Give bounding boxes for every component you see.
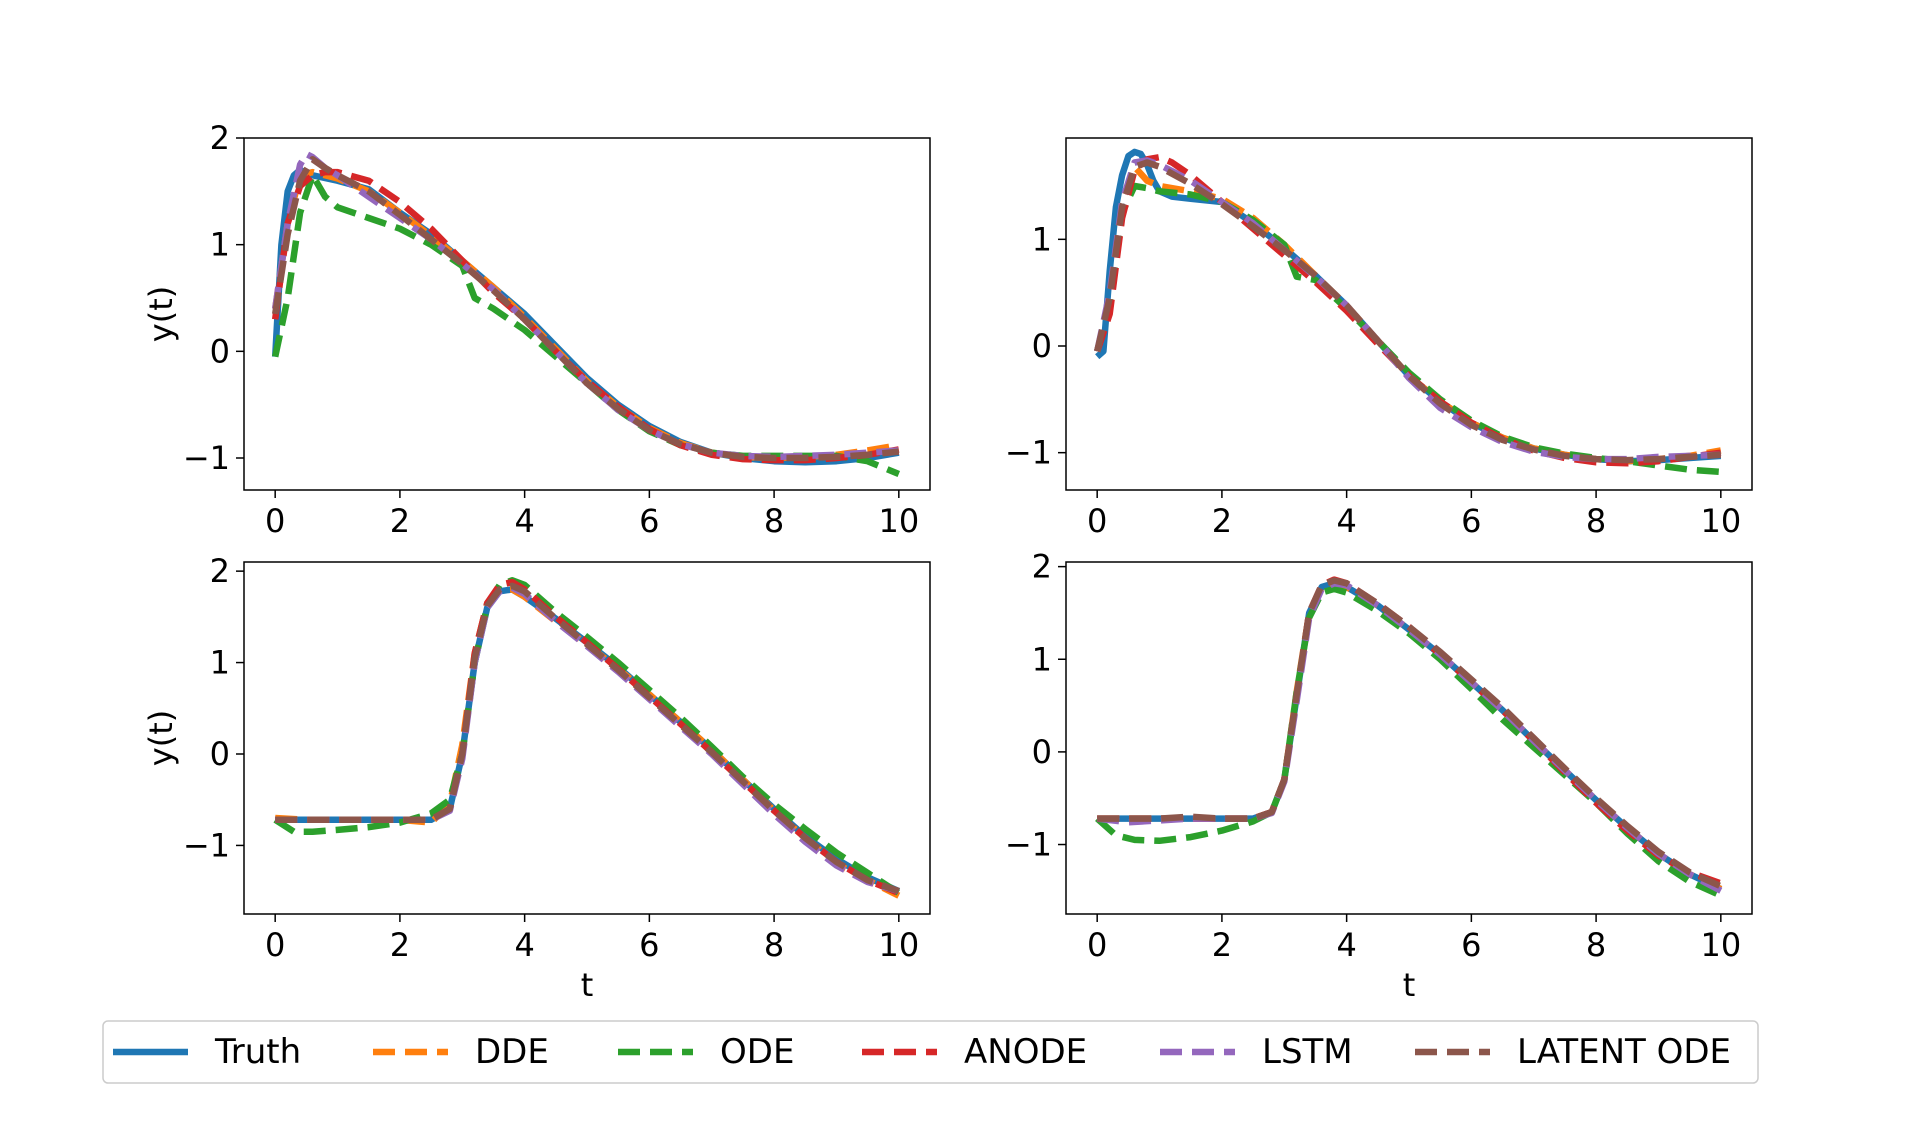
bottom-right-xtick-label: 8 (1586, 926, 1606, 964)
top-left-series-anode (271, 168, 900, 464)
legend-label-ode: ODE (720, 1032, 794, 1072)
bottom-right-xtick-label: 6 (1461, 926, 1481, 964)
bottom-right-xtick-label: 0 (1087, 926, 1107, 964)
top-right-xtick-label: 10 (1700, 502, 1741, 540)
top-left-axes-frame (243, 137, 931, 491)
bottom-left-xtick-label: 0 (265, 926, 285, 964)
bottom-left-ylabel: y(t) (142, 710, 180, 766)
top-left-xtick-label: 4 (514, 502, 534, 540)
panel-top-right: 0 2 4 6 8 10 −1 0 1 (1005, 137, 1753, 540)
bottom-right-xlabel: t (1403, 966, 1416, 1004)
top-left-xtick-label: 6 (639, 502, 659, 540)
legend-label-dde: DDE (475, 1032, 549, 1072)
bottom-left-xtick-label: 2 (390, 926, 410, 964)
bottom-right-ytick-label: 0 (1032, 733, 1052, 771)
top-left-ytick-label: 2 (210, 119, 230, 157)
panel-bottom-left: 0 2 4 6 8 10 −1 0 1 2 y(t) t (142, 552, 931, 1004)
bottom-left-xlabel: t (581, 966, 594, 1004)
top-right-xtick-label: 6 (1461, 502, 1481, 540)
top-right-xtick-label: 8 (1586, 502, 1606, 540)
bottom-right-ytick-label: −1 (1005, 826, 1052, 864)
bottom-left-series-latent-ode (275, 582, 900, 895)
top-right-ytick-label: 1 (1032, 220, 1052, 258)
legend-label-anode: ANODE (964, 1032, 1087, 1072)
top-right-xtick-label: 0 (1087, 502, 1107, 540)
top-right-ytick-label: 0 (1032, 327, 1052, 365)
top-left-ytick-label: −1 (183, 439, 230, 477)
bottom-right-xtick-label: 2 (1212, 926, 1232, 964)
bottom-right-ytick-label: 2 (1032, 548, 1052, 586)
bottom-right-series-latent-ode (1097, 577, 1723, 890)
bottom-right-axes-frame (1065, 561, 1753, 915)
bottom-left-ytick-label: 0 (210, 735, 230, 773)
top-left-xtick-label: 10 (878, 502, 919, 540)
legend: Truth DDE ODE ANODE LSTM LATENT ODE (102, 1020, 1759, 1084)
legend-label-lstm: LSTM (1262, 1032, 1353, 1072)
legend-label-truth: Truth (214, 1032, 301, 1072)
bottom-left-ytick-label: 2 (210, 552, 230, 590)
top-left-xtick-label: 0 (265, 502, 285, 540)
top-right-xtick-label: 4 (1336, 502, 1356, 540)
top-left-ylabel: y(t) (142, 286, 180, 342)
legend-label-latent-ode: LATENT ODE (1517, 1032, 1731, 1072)
top-right-xtick-label: 2 (1212, 502, 1232, 540)
top-left-xtick-label: 8 (764, 502, 784, 540)
bottom-left-ytick-label: 1 (210, 644, 230, 682)
top-left-xtick-label: 2 (390, 502, 410, 540)
top-right-ytick-label: −1 (1005, 434, 1052, 472)
panel-top-left: 0 2 4 6 8 10 −1 0 1 2 y(t) (142, 119, 931, 540)
bottom-left-axes-frame (243, 561, 931, 915)
top-left-series-latent-ode (271, 156, 900, 462)
top-left-ytick-label: 0 (210, 332, 230, 370)
top-right-axes-frame (1065, 137, 1753, 491)
bottom-right-xtick-label: 10 (1700, 926, 1741, 964)
bottom-right-xtick-label: 4 (1336, 926, 1356, 964)
bottom-right-series-ode (1095, 585, 1723, 899)
bottom-left-xtick-label: 4 (514, 926, 534, 964)
bottom-right-ytick-label: 1 (1032, 640, 1052, 678)
bottom-left-xtick-label: 6 (639, 926, 659, 964)
panel-bottom-right: 0 2 4 6 8 10 −1 0 1 2 t (1005, 548, 1753, 1004)
top-left-ytick-label: 1 (210, 226, 230, 264)
bottom-left-xtick-label: 8 (764, 926, 784, 964)
top-right-series-latent-ode (1094, 159, 1722, 464)
bottom-left-xtick-label: 10 (878, 926, 919, 964)
bottom-left-ytick-label: −1 (183, 826, 230, 864)
